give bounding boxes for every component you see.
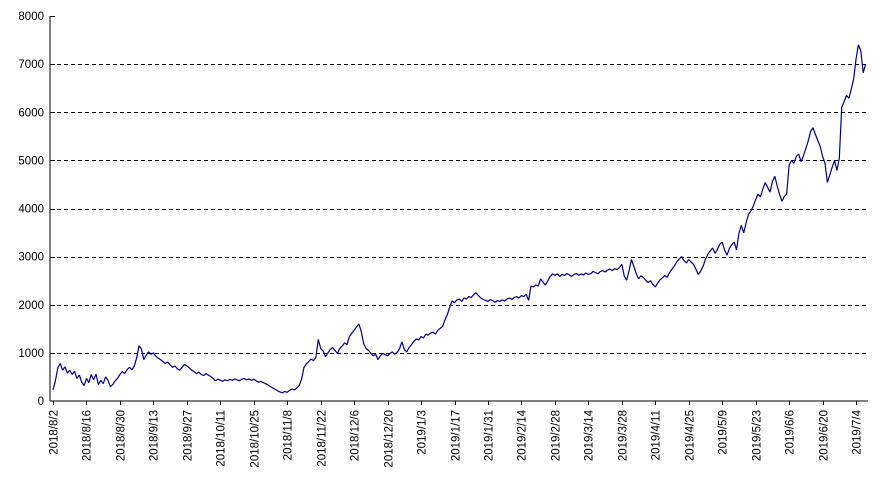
y-tick-label: 5000 [18,155,44,167]
price-line [52,44,867,394]
x-tick-label: 2019/6/20 [819,410,831,461]
y-tick-label: 6000 [18,107,44,119]
y-tick-label: 2000 [18,300,44,312]
x-tick-label: 2019/5/23 [752,410,764,461]
x-tick-label: 2018/8/2 [49,410,61,455]
x-tick-label: 2018/12/6 [350,410,362,461]
x-tick-label: 2019/3/28 [618,410,630,461]
x-tick-labels-group: 2018/8/2 2018/8/16 2018/8/30 2018/9/13 2018/… [49,409,864,467]
x-tick-label: 2019/1/31 [484,410,496,461]
x-tick-label: 2018/8/30 [116,410,128,461]
x-tick-label: 2019/6/6 [785,410,797,455]
ticks-group [50,16,857,405]
x-tick-label: 2018/8/16 [82,410,94,461]
x-tick-label: 2018/10/25 [250,410,262,468]
y-tick-label: 3000 [18,252,44,264]
x-tick-label: 2018/9/27 [183,410,195,461]
x-tick-label: 2018/12/20 [384,410,396,468]
gridlines-group [50,64,868,354]
x-tick-label: 2018/11/22 [317,410,329,467]
x-tick-label: 2019/5/9 [718,410,730,455]
x-tick-label: 2018/10/11 [216,410,228,467]
y-tick-label: 1000 [18,348,44,360]
x-tick-label: 2019/1/3 [417,410,429,455]
x-tick-label: 2019/3/14 [584,409,596,461]
y-tick-label: 8000 [18,11,44,23]
x-tick-label: 2018/9/13 [149,410,161,461]
x-tick-label: 2019/7/4 [852,409,864,454]
x-tick-label: 2019/4/11 [651,410,663,460]
x-tick-label: 2019/4/25 [685,410,697,461]
x-tick-label: 2019/2/28 [551,410,563,461]
y-tick-labels-group: 0 1000 2000 3000 4000 5000 6000 7000 8000 [18,11,44,408]
x-tick-label: 2019/2/14 [517,409,529,461]
y-tick-label: 0 [38,396,44,408]
x-tick-label: 2018/11/8 [283,410,295,460]
x-tick-label: 2019/1/17 [451,410,463,461]
y-tick-label: 7000 [18,59,44,71]
y-tick-label: 4000 [18,204,44,216]
axes-group [49,16,868,402]
